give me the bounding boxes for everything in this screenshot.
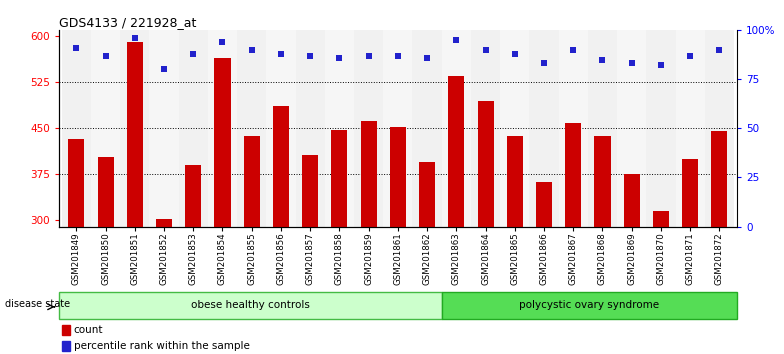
Text: GDS4133 / 221928_at: GDS4133 / 221928_at [59, 16, 196, 29]
Bar [705, 30, 734, 227]
Point [713, 47, 726, 52]
Bar [448, 75, 464, 354]
Point [596, 57, 608, 62]
Bar [711, 131, 728, 354]
Bar [156, 219, 172, 354]
Point [245, 47, 258, 52]
Text: count: count [74, 325, 103, 335]
Bar [477, 101, 494, 354]
Text: disease state: disease state [5, 299, 70, 309]
Bar [676, 30, 705, 227]
Point [100, 53, 112, 58]
Point [567, 47, 579, 52]
Bar [120, 30, 150, 227]
Point [216, 39, 229, 45]
Point [304, 53, 317, 58]
Bar [617, 30, 646, 227]
Bar [332, 130, 347, 354]
Point [421, 55, 434, 61]
Text: percentile rank within the sample: percentile rank within the sample [74, 341, 249, 351]
Bar [273, 105, 289, 354]
Bar [383, 30, 412, 227]
Point [479, 47, 492, 52]
Bar [325, 30, 354, 227]
Point [70, 45, 82, 51]
Point [684, 53, 696, 58]
Bar [565, 124, 581, 354]
Bar [179, 30, 208, 227]
Point [655, 63, 667, 68]
Bar [529, 30, 559, 227]
Bar [682, 159, 699, 354]
Bar [624, 174, 640, 354]
Bar [68, 139, 85, 354]
Bar [646, 30, 676, 227]
Point [129, 35, 141, 41]
Bar [208, 30, 237, 227]
Point [509, 51, 521, 57]
Text: obese healthy controls: obese healthy controls [191, 300, 310, 310]
Bar [361, 121, 376, 354]
Bar [441, 30, 471, 227]
Text: polycystic ovary syndrome: polycystic ovary syndrome [520, 300, 659, 310]
Bar [267, 30, 296, 227]
FancyBboxPatch shape [59, 292, 442, 319]
Bar [62, 341, 71, 351]
Bar [536, 182, 552, 354]
Bar [588, 30, 617, 227]
Point [333, 55, 346, 61]
Point [187, 51, 200, 57]
FancyBboxPatch shape [442, 292, 737, 319]
Bar [185, 165, 201, 354]
Point [538, 61, 550, 66]
Bar [506, 136, 523, 354]
Bar [559, 30, 588, 227]
Bar [91, 30, 120, 227]
Bar [419, 162, 435, 354]
Bar [471, 30, 500, 227]
Bar [150, 30, 179, 227]
Point [362, 53, 375, 58]
Bar [354, 30, 383, 227]
Bar [653, 211, 669, 354]
Point [274, 51, 287, 57]
Bar [594, 136, 611, 354]
Bar [127, 42, 143, 354]
Bar [390, 127, 406, 354]
Bar [215, 58, 230, 354]
Bar [244, 136, 260, 354]
Point [391, 53, 404, 58]
Bar [296, 30, 325, 227]
Bar [237, 30, 267, 227]
Point [450, 37, 463, 43]
Bar [62, 30, 91, 227]
Bar [62, 325, 71, 335]
Point [626, 61, 638, 66]
Bar [412, 30, 441, 227]
Bar [500, 30, 529, 227]
Bar [302, 155, 318, 354]
Bar [97, 157, 114, 354]
Point [158, 67, 170, 72]
